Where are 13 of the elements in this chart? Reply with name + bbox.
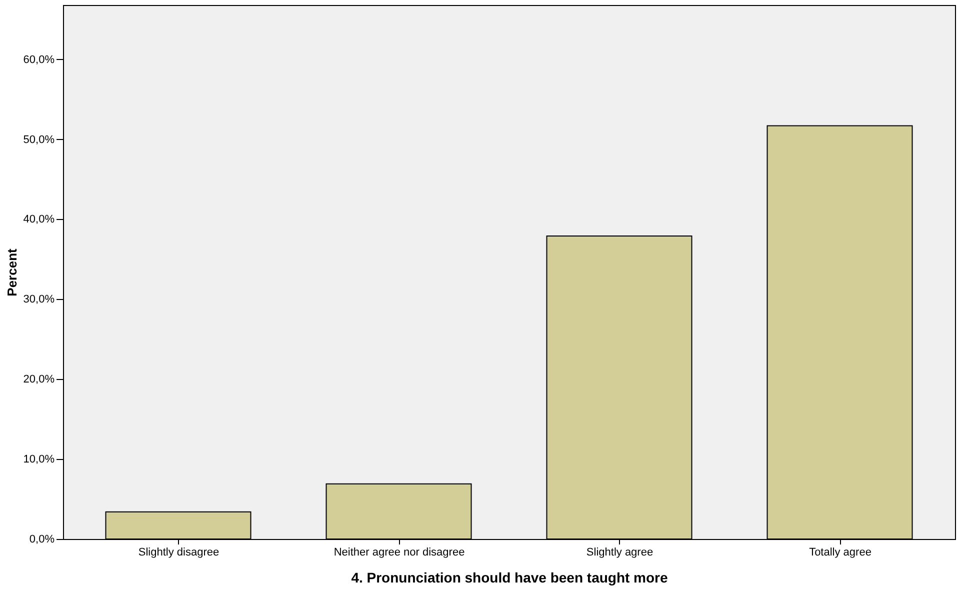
y-tick-label: 60,0% — [23, 54, 55, 66]
x-tick-label: Slightly agree — [586, 546, 654, 558]
x-tick-label: Slightly disagree — [138, 546, 220, 558]
y-tick-label: 20,0% — [23, 374, 55, 386]
y-axis-title: Percent — [4, 248, 20, 296]
y-tick-label: 10,0% — [23, 454, 55, 466]
y-tick-label: 0,0% — [29, 534, 55, 546]
y-tick-label: 30,0% — [23, 294, 55, 306]
x-tick-label: Totally agree — [809, 546, 872, 558]
y-tick-label: 50,0% — [23, 134, 55, 146]
y-tick-label: 40,0% — [23, 214, 55, 226]
x-tick-label: Neither agree nor disagree — [334, 546, 465, 558]
x-axis-title: 4. Pronunciation should have been taught more — [351, 570, 668, 586]
